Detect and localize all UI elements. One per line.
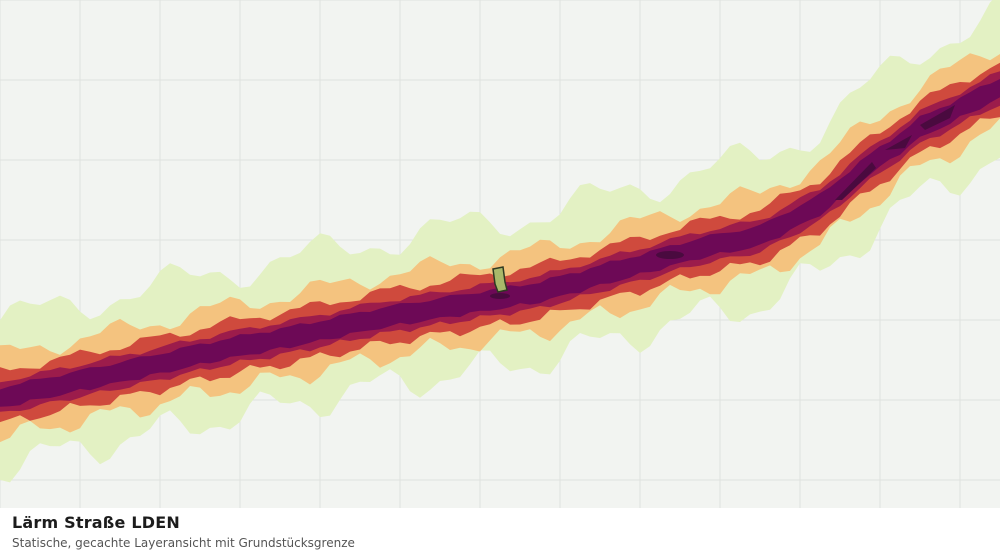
noise-hotspot <box>490 293 510 299</box>
layer-subtitle: Statische, gecachte Layeransicht mit Gru… <box>12 536 355 550</box>
noise-hotspot <box>920 105 955 130</box>
noise-bands <box>0 0 1000 483</box>
noise-band <box>0 79 1000 407</box>
caption: Lärm Straße LDEN Statische, gecachte Lay… <box>12 512 988 552</box>
noise-map <box>0 0 1000 508</box>
noise-hotspot <box>835 162 876 200</box>
parcel-boundary <box>492 266 508 293</box>
layer-title: Lärm Straße LDEN <box>12 513 180 532</box>
noise-hotspot <box>656 251 684 259</box>
noise-hotspot <box>885 135 912 150</box>
